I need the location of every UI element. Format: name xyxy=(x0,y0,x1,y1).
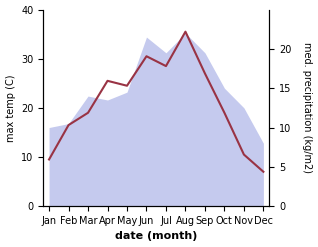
Y-axis label: med. precipitation (kg/m2): med. precipitation (kg/m2) xyxy=(302,42,313,173)
X-axis label: date (month): date (month) xyxy=(115,231,197,242)
Y-axis label: max temp (C): max temp (C) xyxy=(5,74,16,142)
